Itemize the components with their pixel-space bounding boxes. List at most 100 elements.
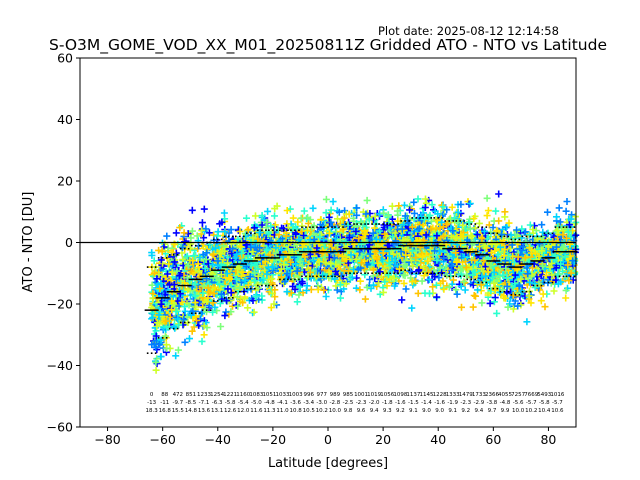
data-point (200, 331, 208, 339)
bin-std-dot (220, 300, 223, 302)
data-point (486, 299, 494, 307)
bin-std-dot (224, 297, 226, 299)
bin-std-dot (481, 226, 484, 228)
bin-std-dot (179, 321, 182, 324)
bin-std-dot (301, 275, 303, 278)
bin-stat-label: -1.8 (382, 400, 393, 406)
bin-std-dot (246, 287, 248, 290)
bin-std-dot (327, 275, 329, 278)
data-point (465, 219, 473, 227)
data-point (383, 282, 391, 290)
bin-stat-label: -5.7 (526, 400, 537, 406)
bin-stat-label: -3.0 (316, 400, 327, 406)
bin-std-dot (437, 272, 440, 275)
bin-std-dot (367, 272, 369, 275)
data-point (221, 312, 229, 320)
bin-std-dot (496, 287, 499, 290)
data-point (176, 224, 184, 232)
x-tick-label: −60 (149, 432, 175, 447)
bin-stat-label: 9.8 (344, 408, 353, 414)
y-tick-label: −60 (47, 420, 73, 435)
data-point (232, 301, 240, 309)
bin-std-dot (448, 220, 451, 222)
data-point (407, 274, 415, 282)
bin-std-dot (547, 281, 550, 284)
bin-std-dot (378, 223, 380, 225)
data-point (523, 318, 531, 326)
data-point (250, 308, 258, 316)
data-point (466, 225, 474, 233)
bin-std-dot (565, 226, 568, 228)
data-point (509, 305, 517, 313)
chart-title: S-O3M_GOME_VOD_XX_M01_20250811Z Gridded … (49, 36, 607, 55)
bin-std-dot (389, 223, 391, 225)
bin-stat-label: 9.0 (422, 408, 431, 414)
data-point (495, 217, 503, 225)
bin-std-dot (209, 309, 212, 311)
x-tick-label: 40 (430, 432, 446, 447)
data-point (395, 202, 403, 210)
bin-std-dot (485, 226, 488, 228)
bin-std-dot (463, 275, 466, 278)
bin-std-dot (165, 337, 168, 339)
bin-stat-label: 1016 (550, 392, 564, 398)
bin-std-dot (364, 272, 366, 275)
data-point (385, 271, 392, 279)
data-point (432, 281, 440, 289)
bin-std-dot (367, 223, 369, 225)
bin-std-dot (250, 287, 252, 290)
bin-stat-label: -1.4 (421, 400, 432, 406)
data-point (258, 212, 266, 219)
bin-stat-label: 14.8 (185, 408, 198, 414)
bin-std-dot (562, 275, 565, 278)
data-point (366, 276, 374, 283)
bin-stat-label: -1.9 (447, 400, 458, 406)
data-point (531, 284, 539, 291)
data-point (283, 288, 291, 296)
y-tick-label: −40 (47, 358, 73, 373)
bin-std-dot (356, 223, 358, 225)
data-point (168, 269, 176, 276)
data-point (529, 226, 537, 233)
data-point (200, 234, 208, 242)
data-point (234, 226, 242, 234)
data-point (326, 228, 334, 236)
data-point (427, 225, 435, 233)
bin-std-dot (532, 284, 535, 287)
bin-std-dot (397, 272, 399, 275)
bin-std-dot (419, 272, 421, 275)
bin-std-dot (312, 275, 314, 278)
bin-stat-label: 10.5 (303, 408, 316, 414)
data-point (381, 278, 389, 286)
bin-stat-label: 996 (303, 392, 314, 398)
bin-std-dot (422, 217, 424, 219)
data-point (296, 283, 303, 291)
data-point (466, 218, 474, 226)
bin-stat-label: 10.0 (512, 408, 525, 414)
bin-std-dot (334, 275, 336, 278)
data-point (303, 226, 311, 234)
data-point (352, 284, 360, 292)
bin-std-dot (268, 229, 270, 231)
data-point (370, 281, 377, 289)
scatter-points (148, 190, 580, 374)
bin-std-dot (518, 293, 521, 296)
bin-std-dot (569, 275, 572, 278)
x-tick-label: −40 (205, 432, 231, 447)
data-point (460, 278, 468, 286)
data-point (451, 214, 458, 222)
bin-std-dot (551, 232, 554, 235)
bin-std-dot (452, 220, 455, 222)
data-point (461, 286, 469, 294)
bin-std-dot (562, 226, 565, 228)
bin-std-dot (415, 217, 417, 219)
bin-std-dot (187, 321, 190, 324)
bin-std-dot (452, 275, 455, 278)
data-point (206, 302, 213, 310)
bin-stat-label: 9.9 (501, 408, 510, 414)
data-point (491, 294, 499, 302)
data-point (448, 238, 456, 246)
bin-std-dot (257, 284, 259, 287)
bin-std-dot (525, 290, 528, 293)
